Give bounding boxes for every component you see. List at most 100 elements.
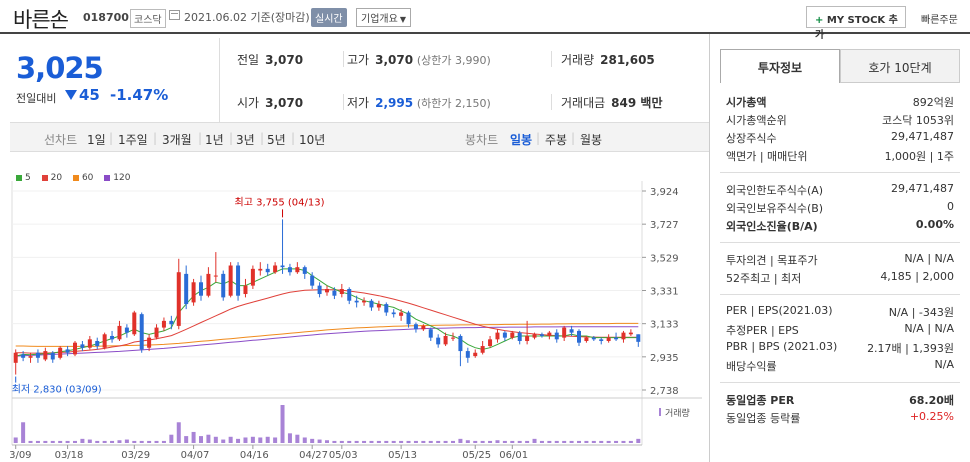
period-10y[interactable]: 10년 bbox=[299, 133, 326, 147]
volume-bar bbox=[161, 440, 166, 443]
volume-bar bbox=[221, 439, 226, 443]
info-row: 외국인보유주식수(B) 0 bbox=[726, 200, 954, 218]
volume-bar bbox=[325, 440, 329, 443]
company-info-label: 기업개요 bbox=[361, 14, 398, 25]
candle-body bbox=[354, 300, 359, 303]
tab-orderbook-10[interactable]: 호가 10단계 bbox=[840, 49, 960, 83]
candle-daily[interactable]: 일봉 bbox=[510, 133, 533, 147]
candle-body bbox=[488, 339, 493, 347]
info-row: 상장주식수 29,471,487 bbox=[726, 130, 954, 148]
info-row-value: 0 bbox=[947, 200, 954, 213]
quick-order-button[interactable]: 빠른주문 bbox=[921, 15, 958, 26]
candle-body bbox=[391, 312, 396, 315]
volume-bar bbox=[124, 439, 129, 443]
candle-body bbox=[132, 312, 137, 335]
period-3y[interactable]: 3년 bbox=[236, 133, 255, 147]
period-1y[interactable]: 1년 bbox=[205, 133, 224, 147]
info-row-key: PER | EPS(2021.03) bbox=[726, 304, 833, 317]
down-triangle-icon bbox=[65, 90, 77, 100]
candle-body bbox=[443, 335, 448, 345]
candle-body bbox=[539, 334, 544, 336]
x-tick-label: 06/01 bbox=[499, 450, 528, 461]
realtime-button[interactable]: 실시간 bbox=[311, 8, 347, 27]
candle-body bbox=[50, 352, 55, 360]
stock-name: 바른손 bbox=[13, 8, 69, 32]
stock-code: 018700 bbox=[83, 11, 129, 24]
x-tick-label: 03/29 bbox=[121, 450, 150, 461]
high-cell: 고가 3,070 (상한가 3,990) bbox=[347, 51, 491, 68]
candle-body bbox=[384, 304, 389, 313]
period-5y[interactable]: 5년 bbox=[267, 133, 286, 147]
volume-bar bbox=[147, 440, 152, 443]
volume-bar bbox=[577, 440, 581, 443]
price-change: 45 bbox=[65, 86, 100, 104]
plus-icon: + bbox=[815, 15, 824, 26]
volume-bar bbox=[117, 440, 122, 443]
volume-bar bbox=[488, 440, 493, 443]
candle-body bbox=[73, 342, 77, 355]
price-change-pct: -1.47% bbox=[110, 86, 169, 104]
info-row-value: 68.20배 bbox=[909, 394, 954, 407]
candle-body bbox=[562, 327, 567, 338]
candle-body bbox=[95, 341, 100, 347]
volume-bar bbox=[495, 440, 500, 443]
candle-body bbox=[184, 273, 189, 305]
candle-body bbox=[250, 268, 255, 286]
candle-body bbox=[110, 335, 115, 340]
volume-bar bbox=[480, 440, 485, 443]
volume-bar bbox=[13, 437, 18, 443]
candle-body bbox=[517, 332, 522, 342]
volume-bar bbox=[287, 433, 292, 443]
volume-bar bbox=[606, 440, 611, 443]
ma20-line bbox=[15, 289, 639, 354]
candle-body bbox=[502, 332, 507, 338]
info-row: 외국인한도주식수(A) 29,471,487 bbox=[726, 182, 954, 200]
candle-body bbox=[147, 337, 152, 348]
legend-ma20: 20 bbox=[41, 173, 62, 183]
info-row-key: 시가총액순위 bbox=[726, 114, 787, 127]
volume-bar bbox=[273, 437, 278, 443]
volume-bar bbox=[458, 438, 463, 443]
period-1d[interactable]: 1일 bbox=[87, 133, 106, 147]
mystock-add-button[interactable]: + MY STOCK 추가 bbox=[806, 6, 906, 41]
candle-body bbox=[228, 265, 233, 296]
volume-bar bbox=[413, 440, 418, 443]
volume-bar bbox=[191, 431, 196, 443]
period-bar: 선차트 1일 | 1주일 | 3개월 | 1년 | 3년 | 5년 | 10년 … bbox=[10, 122, 709, 152]
candle-monthly[interactable]: 월봉 bbox=[580, 133, 603, 147]
info-row: 외국인소진율(B/A) 0.00% bbox=[726, 218, 954, 236]
candle-body bbox=[21, 354, 26, 358]
candle-body bbox=[154, 327, 159, 338]
candle-weekly[interactable]: 주봉 bbox=[545, 133, 568, 147]
volume-bar bbox=[169, 434, 174, 443]
volume-bar bbox=[421, 440, 426, 443]
x-tick-label: 03/18 bbox=[55, 450, 84, 461]
volume-bar bbox=[50, 440, 55, 443]
volume-bar bbox=[399, 440, 404, 443]
candle-body bbox=[547, 332, 552, 336]
info-row-value: N/A bbox=[934, 358, 954, 371]
period-3m[interactable]: 3개월 bbox=[162, 133, 192, 147]
volume-value: 281,605 bbox=[600, 53, 655, 67]
candle-body bbox=[273, 265, 278, 273]
volume-bar bbox=[310, 438, 315, 443]
y-tick-label: 3,727 bbox=[650, 220, 679, 231]
volume-bar bbox=[391, 440, 396, 443]
info-row: 동일업종 등락률 +0.25% bbox=[726, 410, 954, 428]
candle-body bbox=[43, 351, 48, 360]
info-row-value: 892억원 bbox=[912, 96, 954, 109]
candle-body bbox=[525, 335, 530, 342]
period-1w[interactable]: 1주일 bbox=[118, 133, 148, 147]
info-row: 동일업종 PER 68.20배 bbox=[726, 392, 954, 410]
candle-body bbox=[199, 282, 203, 296]
tab-invest-info[interactable]: 투자정보 bbox=[720, 49, 840, 83]
volume-bar bbox=[547, 440, 552, 443]
candle-body bbox=[628, 332, 633, 335]
volume-bar bbox=[295, 434, 300, 443]
open-value: 3,070 bbox=[265, 96, 304, 110]
y-tick-label: 3,924 bbox=[650, 187, 679, 198]
volume-bar bbox=[176, 422, 181, 443]
info-row-value: N/A | N/A bbox=[904, 322, 954, 335]
company-info-button[interactable]: 기업개요 ▼ bbox=[356, 8, 411, 27]
x-tick-label: 05/13 bbox=[388, 450, 417, 461]
